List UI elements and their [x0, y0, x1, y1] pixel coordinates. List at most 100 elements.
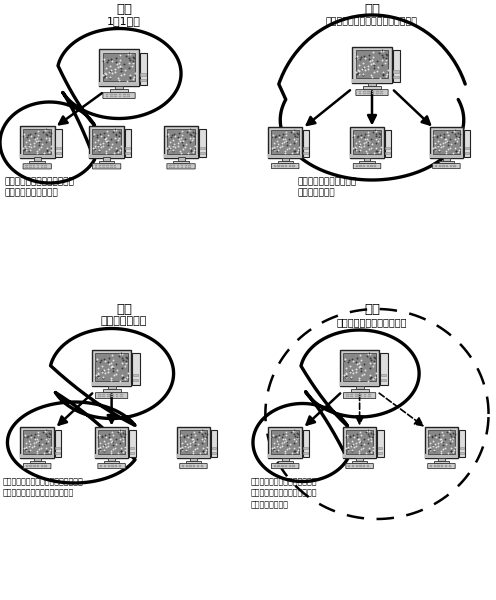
Bar: [374, 165, 376, 166]
Bar: [303, 430, 309, 457]
Bar: [346, 396, 349, 397]
FancyBboxPatch shape: [433, 164, 460, 169]
Bar: [103, 167, 105, 168]
FancyBboxPatch shape: [95, 392, 128, 398]
Bar: [181, 167, 183, 168]
Bar: [367, 165, 369, 166]
Bar: [359, 466, 362, 467]
Bar: [133, 379, 138, 381]
Bar: [99, 165, 101, 166]
Bar: [363, 93, 366, 94]
Bar: [304, 448, 308, 449]
Bar: [44, 465, 47, 466]
Bar: [107, 396, 110, 397]
Bar: [441, 465, 443, 466]
Bar: [169, 167, 172, 168]
Bar: [346, 430, 373, 454]
Bar: [268, 454, 302, 457]
Bar: [384, 130, 391, 157]
Bar: [189, 466, 192, 467]
FancyBboxPatch shape: [346, 464, 373, 469]
Bar: [181, 165, 183, 166]
Bar: [132, 353, 140, 385]
Bar: [20, 454, 54, 457]
Bar: [114, 96, 117, 97]
Bar: [180, 430, 207, 454]
FancyBboxPatch shape: [356, 89, 388, 95]
Bar: [182, 465, 185, 466]
Bar: [453, 166, 456, 167]
Bar: [363, 86, 381, 89]
Bar: [271, 430, 299, 454]
Bar: [108, 466, 110, 467]
Bar: [352, 79, 392, 82]
Bar: [95, 454, 128, 457]
Bar: [285, 166, 287, 167]
Bar: [212, 448, 216, 449]
Bar: [25, 167, 28, 168]
Bar: [356, 50, 388, 78]
Bar: [438, 165, 441, 166]
Bar: [304, 152, 308, 154]
Bar: [460, 448, 464, 449]
Bar: [107, 394, 110, 395]
Bar: [169, 165, 172, 166]
FancyBboxPatch shape: [103, 92, 135, 98]
Bar: [274, 466, 276, 467]
Bar: [173, 167, 176, 168]
Bar: [104, 466, 106, 467]
Bar: [26, 465, 28, 466]
Bar: [367, 93, 370, 94]
Bar: [20, 154, 55, 157]
Bar: [89, 126, 124, 157]
Bar: [363, 465, 366, 466]
Bar: [433, 130, 460, 154]
Bar: [268, 127, 302, 157]
Bar: [438, 457, 445, 461]
Bar: [23, 129, 52, 154]
Bar: [281, 466, 284, 467]
Bar: [55, 430, 61, 457]
Bar: [352, 466, 354, 467]
FancyBboxPatch shape: [167, 164, 195, 169]
Bar: [446, 166, 448, 167]
Bar: [133, 373, 138, 376]
Bar: [140, 79, 146, 81]
Bar: [125, 147, 130, 149]
Bar: [268, 154, 302, 157]
Bar: [363, 165, 366, 166]
Bar: [185, 165, 187, 166]
Bar: [116, 394, 119, 395]
Bar: [372, 91, 374, 92]
Bar: [281, 165, 284, 166]
Bar: [200, 466, 203, 467]
Bar: [351, 394, 353, 395]
Bar: [435, 166, 437, 167]
Bar: [110, 167, 113, 168]
Bar: [367, 465, 369, 466]
Bar: [95, 167, 97, 168]
Bar: [119, 96, 122, 97]
Bar: [37, 167, 39, 168]
Bar: [364, 394, 367, 395]
Bar: [281, 166, 284, 167]
Bar: [352, 461, 367, 463]
Bar: [441, 466, 443, 467]
Bar: [445, 465, 447, 466]
Bar: [277, 466, 280, 467]
Bar: [200, 152, 204, 154]
Bar: [129, 430, 135, 457]
Bar: [343, 454, 376, 457]
Bar: [343, 427, 376, 457]
Text: 1刔1通信: 1刔1通信: [107, 16, 141, 26]
Bar: [465, 152, 469, 154]
Bar: [104, 465, 106, 466]
Bar: [55, 129, 62, 157]
Bar: [119, 465, 121, 466]
Bar: [434, 461, 449, 463]
Bar: [127, 96, 130, 97]
Bar: [385, 152, 390, 154]
Bar: [434, 465, 436, 466]
Bar: [104, 461, 119, 463]
Bar: [282, 157, 289, 161]
